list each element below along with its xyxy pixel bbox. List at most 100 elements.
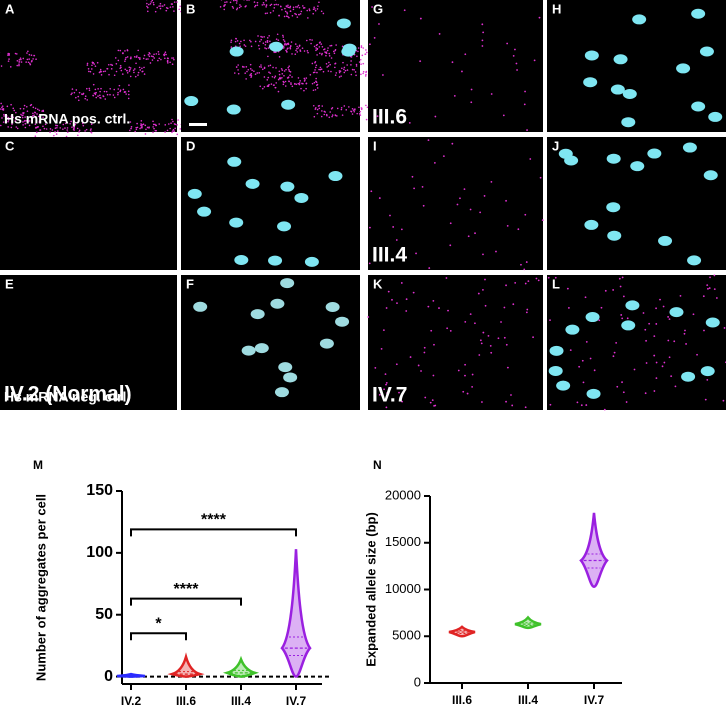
mrna-dot <box>311 39 313 41</box>
mrna-dot <box>547 276 550 279</box>
mrna-dot <box>466 392 469 395</box>
mrna-dot <box>524 282 527 285</box>
mrna-dot <box>95 96 98 99</box>
mrna-dot <box>82 92 85 95</box>
mrna-dot <box>70 120 72 123</box>
mrna-dot <box>374 366 377 369</box>
panel-label: IV.2 (Normal) <box>4 383 132 406</box>
mrna-dot <box>331 115 333 118</box>
mrna-dot <box>352 109 355 111</box>
mrna-dot <box>427 305 430 308</box>
mrna-dot <box>169 127 171 130</box>
mrna-dot <box>34 111 36 114</box>
mrna-dot <box>7 126 9 128</box>
mrna-dot <box>360 46 363 49</box>
mrna-dot <box>178 8 180 11</box>
mrna-dot <box>520 263 522 266</box>
mrna-dot <box>64 127 66 129</box>
mrna-dot <box>158 5 160 7</box>
mrna-dot <box>336 115 338 117</box>
mrna-dot <box>262 42 265 44</box>
mrna-dot <box>346 69 349 71</box>
mrna-dot <box>36 126 39 128</box>
mrna-dot <box>318 107 321 110</box>
nucleus <box>548 365 563 376</box>
mrna-dot <box>88 89 91 92</box>
mrna-dot <box>389 214 391 217</box>
mrna-dot <box>129 67 132 69</box>
mrna-dot <box>246 0 248 1</box>
mrna-dot <box>251 69 253 71</box>
mrna-dot <box>581 359 584 362</box>
mrna-dot <box>334 74 337 76</box>
mrna-dot <box>141 67 143 70</box>
mrna-dot <box>685 343 687 345</box>
mrna-dot <box>56 124 59 127</box>
mrna-dot <box>462 390 465 393</box>
mrna-dot <box>482 253 484 256</box>
mrna-dot <box>281 8 283 11</box>
mrna-dot <box>254 4 257 7</box>
mrna-dot <box>449 244 452 247</box>
mrna-dot <box>84 95 87 98</box>
mrna-dot <box>176 133 179 136</box>
mrna-dot <box>269 72 272 74</box>
mrna-dot <box>313 115 316 118</box>
mrna-dot <box>105 90 108 93</box>
mrna-dot <box>291 14 294 17</box>
mrna-dot <box>327 47 329 49</box>
mrna-dot <box>451 142 454 145</box>
panel-label: IV.7 <box>372 384 407 407</box>
mrna-dot <box>281 69 284 71</box>
mrna-dot <box>333 52 336 55</box>
panel-label: Hs mRNA neg. ctrl. <box>4 389 130 405</box>
mrna-dot <box>134 130 136 133</box>
panel-letter: H <box>552 1 561 16</box>
mrna-dot <box>384 373 387 376</box>
mrna-dot <box>156 6 159 9</box>
mrna-dot <box>506 42 509 45</box>
mrna-dot <box>151 0 154 2</box>
mrna-dot <box>310 42 312 45</box>
mrna-dot <box>90 68 93 70</box>
mrna-dot <box>512 303 515 306</box>
mrna-dot <box>335 44 337 46</box>
mrna-dot <box>539 176 542 179</box>
mrna-dot <box>134 75 137 78</box>
mrna-dot <box>144 124 147 127</box>
mrna-dot <box>382 74 384 76</box>
mrna-dot <box>28 124 31 127</box>
mrna-dot <box>169 6 172 8</box>
mrna-dot <box>364 53 367 56</box>
mrna-dot <box>362 70 365 73</box>
mrna-dot <box>31 116 34 119</box>
mrna-dot <box>152 126 154 128</box>
mrna-dot <box>322 12 325 15</box>
mrna-dot <box>86 62 89 65</box>
mrna-dot <box>648 322 651 325</box>
mrna-dot <box>456 203 459 206</box>
mrna-dot <box>106 67 108 70</box>
panel-letter: F <box>186 276 194 291</box>
mrna-dot <box>269 4 272 7</box>
mrna-dot <box>233 0 235 2</box>
mrna-dot <box>297 82 300 85</box>
mrna-dot <box>7 116 10 119</box>
mrna-dot <box>237 69 239 71</box>
mrna-dot <box>321 105 324 107</box>
mrna-dot <box>549 319 551 322</box>
mrna-dot <box>311 62 314 65</box>
mrna-dot <box>250 76 252 78</box>
mrna-dot <box>365 49 367 51</box>
mrna-dot <box>232 7 235 9</box>
mrna-dot <box>362 62 365 65</box>
mrna-dot <box>329 63 331 66</box>
mrna-dot <box>603 408 606 411</box>
mrna-dot <box>169 61 171 64</box>
nucleus <box>342 43 357 54</box>
mrna-dot <box>503 306 506 309</box>
mrna-dot <box>622 295 625 298</box>
mrna-dot <box>584 296 587 299</box>
mrna-dot <box>3 115 5 117</box>
mrna-dot <box>81 122 84 125</box>
